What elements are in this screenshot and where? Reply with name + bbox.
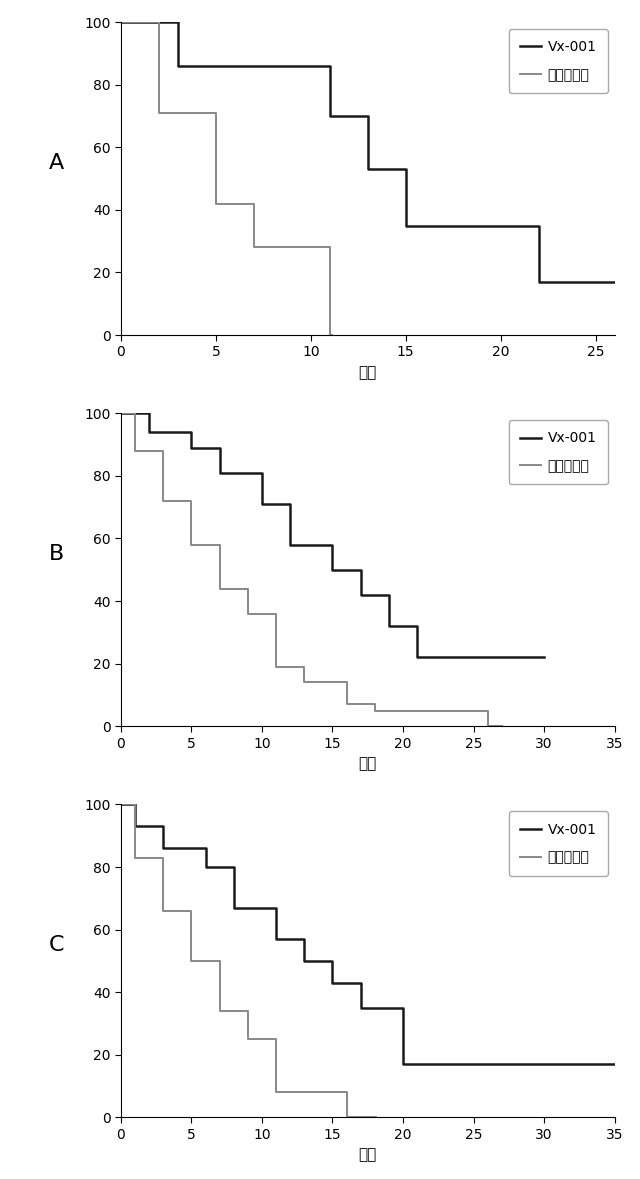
Text: A: A: [49, 153, 65, 173]
Legend: Vx-001, プラシーボ: Vx-001, プラシーボ: [509, 420, 607, 485]
X-axis label: 時間: 時間: [358, 365, 377, 380]
X-axis label: 時間: 時間: [358, 1147, 377, 1162]
Text: B: B: [49, 545, 65, 564]
Legend: Vx-001, プラシーボ: Vx-001, プラシーボ: [509, 29, 607, 93]
X-axis label: 時間: 時間: [358, 756, 377, 771]
Text: C: C: [49, 935, 65, 955]
Legend: Vx-001, プラシーボ: Vx-001, プラシーボ: [509, 811, 607, 876]
